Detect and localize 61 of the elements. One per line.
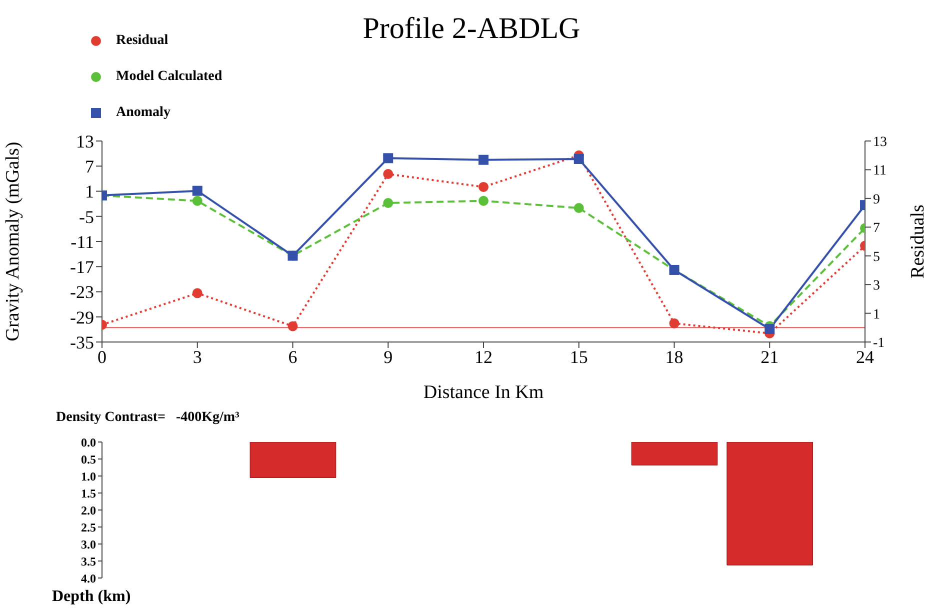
y-tick-label: -23	[70, 282, 94, 302]
point	[669, 318, 680, 328]
y-tick-label: 1.0	[81, 469, 96, 484]
y-tick-label: 3.0	[81, 537, 96, 552]
y2-tick-label: 9	[873, 192, 880, 208]
y-tick-label: 2.0	[81, 503, 96, 518]
point	[383, 198, 394, 208]
y2-tick-label: 11	[873, 164, 886, 179]
point	[383, 169, 394, 180]
bar	[250, 442, 336, 478]
y-tick-label: -11	[70, 232, 94, 252]
y-tick-label: 0.5	[81, 452, 96, 466]
x-tick-label: 15	[570, 346, 588, 367]
y2-tick-label: 3	[873, 278, 880, 294]
y2-tick-label: 1	[873, 307, 880, 322]
y2-axis-title: Residuals	[908, 204, 929, 278]
bar	[726, 442, 814, 566]
x-tick-label: 9	[384, 346, 393, 367]
point	[478, 196, 488, 206]
point	[192, 288, 202, 298]
y2-tick-label: -1	[873, 336, 885, 351]
y2-tick-label: 5	[873, 250, 880, 265]
legend-label: Residual	[116, 33, 168, 49]
legend-label: Anomaly	[116, 105, 170, 121]
chart-title: Profile 2-ABDLG	[362, 12, 580, 45]
x-tick-label: 0	[98, 346, 106, 367]
x-tick-label: 3	[192, 346, 202, 367]
y2-tick-label: 7	[873, 221, 880, 236]
y-tick-label: 2.5	[81, 520, 96, 534]
y-axis-title: Depth (km)	[52, 588, 131, 606]
point	[383, 153, 394, 164]
legend-label: Model Calculated	[116, 69, 222, 85]
y-tick-label: 1.5	[81, 486, 96, 500]
text: Density Contrast= -400Kg/m³	[56, 410, 240, 426]
y-tick-label: -5	[79, 206, 94, 227]
y-tick-label: 0.0	[81, 435, 96, 450]
y-tick-label: -35	[70, 332, 94, 352]
x-axis-title: Distance In Km	[423, 382, 544, 403]
bar	[631, 442, 718, 466]
x-tick-label: 21	[760, 346, 779, 367]
y-tick-label: 1	[85, 182, 94, 202]
x-tick-label: 12	[474, 346, 492, 367]
y-tick-label: 13	[76, 131, 94, 152]
y-tick-label: -29	[70, 307, 94, 328]
x-tick-label: 6	[288, 346, 298, 367]
point	[574, 203, 584, 213]
point	[478, 182, 488, 192]
y-tick-label: -17	[70, 257, 94, 278]
x-tick-label: 24	[856, 346, 874, 367]
point	[574, 154, 584, 164]
y-tick-label: 3.5	[81, 554, 96, 568]
y-tick-label: 4.0	[81, 571, 96, 586]
point	[192, 196, 202, 206]
point	[192, 186, 202, 196]
point	[288, 321, 298, 332]
y-axis-title: Gravity Anomaly (mGals)	[2, 142, 24, 342]
point	[478, 154, 488, 165]
y-tick-label: 7	[85, 156, 94, 177]
y2-tick-label: 13	[873, 134, 887, 150]
x-tick-label: 18	[665, 346, 684, 367]
point	[764, 324, 775, 334]
